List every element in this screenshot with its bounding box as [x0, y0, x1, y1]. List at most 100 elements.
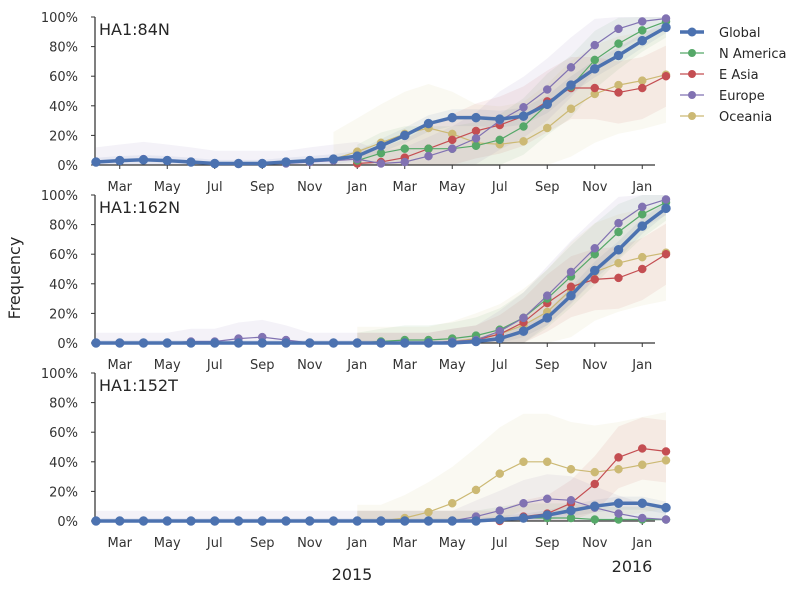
x-tick-label: Jul — [206, 358, 223, 373]
data-point-global — [115, 338, 125, 348]
x-tick-label: Nov — [582, 358, 608, 373]
legend-marker — [687, 27, 697, 37]
legend-item-e-asia: E Asia — [680, 68, 759, 83]
legend-marker — [688, 91, 696, 99]
data-point-global — [471, 112, 481, 123]
data-point-global — [91, 338, 101, 348]
data-point-e-asia — [590, 275, 599, 284]
legend-item-oceania: Oceania — [680, 110, 772, 125]
data-point-europe — [590, 244, 599, 253]
legend-label: Europe — [719, 89, 765, 104]
data-point-global — [328, 338, 339, 348]
band-e-asia — [357, 417, 666, 521]
data-point-oceania — [614, 80, 623, 90]
data-point-global — [305, 516, 315, 526]
data-point-europe — [661, 195, 671, 204]
x-tick-label: Sep — [250, 536, 275, 551]
data-point-global — [210, 516, 220, 526]
y-tick-label: 100% — [41, 11, 78, 26]
data-point-europe — [519, 498, 528, 508]
data-point-oceania — [638, 76, 647, 85]
data-point-n-america — [495, 135, 504, 145]
data-point-oceania — [495, 469, 504, 478]
data-point-global — [447, 338, 457, 348]
data-point-global — [233, 158, 244, 169]
data-point-global — [91, 516, 101, 526]
panel-title: HA1:152T — [99, 376, 178, 395]
data-point-global — [257, 516, 267, 526]
x-tick-label: May — [154, 536, 181, 551]
data-point-global — [637, 221, 647, 231]
data-point-global — [423, 118, 434, 129]
legend-item-n-america: N America — [680, 47, 786, 62]
y-tick-label: 40% — [49, 456, 78, 471]
data-point-e-asia — [661, 71, 671, 81]
data-point-global — [138, 516, 149, 526]
data-point-e-asia — [614, 273, 623, 283]
data-point-oceania — [614, 258, 623, 268]
data-point-oceania — [448, 498, 457, 508]
data-point-e-asia — [661, 249, 671, 259]
x-tick-label: Mar — [107, 358, 132, 373]
x-tick-label: Jul — [206, 536, 223, 551]
data-point-global — [447, 112, 457, 123]
data-point-e-asia — [590, 479, 599, 489]
legend-item-europe: Europe — [680, 89, 765, 104]
data-point-e-asia — [448, 135, 457, 145]
data-point-europe — [566, 496, 576, 505]
x-tick-label: Jan — [346, 180, 367, 195]
data-point-oceania — [638, 252, 647, 262]
x-tick-label: Mar — [392, 358, 417, 373]
y-tick-label: 100% — [41, 189, 78, 204]
data-point-global — [281, 338, 291, 348]
data-point-global — [400, 338, 410, 348]
data-point-global — [210, 338, 220, 348]
legend-label: E Asia — [719, 68, 759, 83]
data-point-e-asia — [614, 453, 623, 462]
data-point-global — [115, 516, 125, 526]
x-tick-label: Jan — [631, 358, 652, 373]
data-point-global — [162, 155, 172, 166]
panel-title: HA1:84N — [99, 20, 170, 39]
data-point-global — [305, 338, 315, 348]
data-point-global — [352, 516, 362, 526]
data-point-e-asia — [638, 83, 647, 93]
y-tick-label: 80% — [49, 41, 78, 56]
data-point-global — [210, 158, 220, 169]
band-n-america — [357, 17, 666, 165]
data-point-europe — [519, 313, 528, 323]
data-point-europe — [400, 157, 409, 167]
data-point-europe — [376, 159, 386, 168]
data-point-oceania — [543, 457, 552, 467]
x-tick-label: Sep — [535, 536, 560, 551]
y-tick-label: 20% — [49, 307, 78, 322]
band-global — [96, 21, 666, 166]
x-tick-label: May — [439, 180, 466, 195]
band-oceania — [357, 412, 666, 521]
x-tick-label: Sep — [250, 358, 275, 373]
data-point-europe — [543, 291, 552, 300]
legend: Global N America E Asia Europe Oceania — [680, 26, 786, 125]
x-tick-label: Jul — [491, 180, 508, 195]
data-point-europe — [543, 85, 552, 94]
data-point-europe — [638, 17, 647, 26]
data-point-global — [376, 141, 386, 151]
data-point-global — [613, 50, 624, 61]
data-point-global — [566, 80, 576, 90]
data-point-europe — [614, 218, 623, 228]
data-point-global — [162, 338, 172, 348]
data-point-europe — [543, 494, 552, 504]
year-label-2015: 2015 — [332, 565, 373, 584]
legend-marker — [688, 70, 696, 78]
y-tick-label: 80% — [49, 219, 78, 234]
x-tick-label: Mar — [107, 180, 132, 195]
data-point-global — [91, 157, 101, 167]
data-point-europe — [424, 151, 433, 161]
panel-ha1-152t: 0% 20% 40% 60% 80% 100% Mar May Jul Sep Nov Jan Mar M… — [41, 367, 671, 551]
data-point-europe — [471, 134, 481, 143]
data-point-global — [376, 516, 386, 526]
chart-panels: 0% 20% 40% 60% 80% 100% Mar May Jul Sep Nov Jan Mar M… — [41, 11, 671, 551]
y-tick-label: 0% — [57, 337, 78, 352]
data-point-global — [566, 290, 576, 301]
data-point-global — [495, 333, 505, 344]
